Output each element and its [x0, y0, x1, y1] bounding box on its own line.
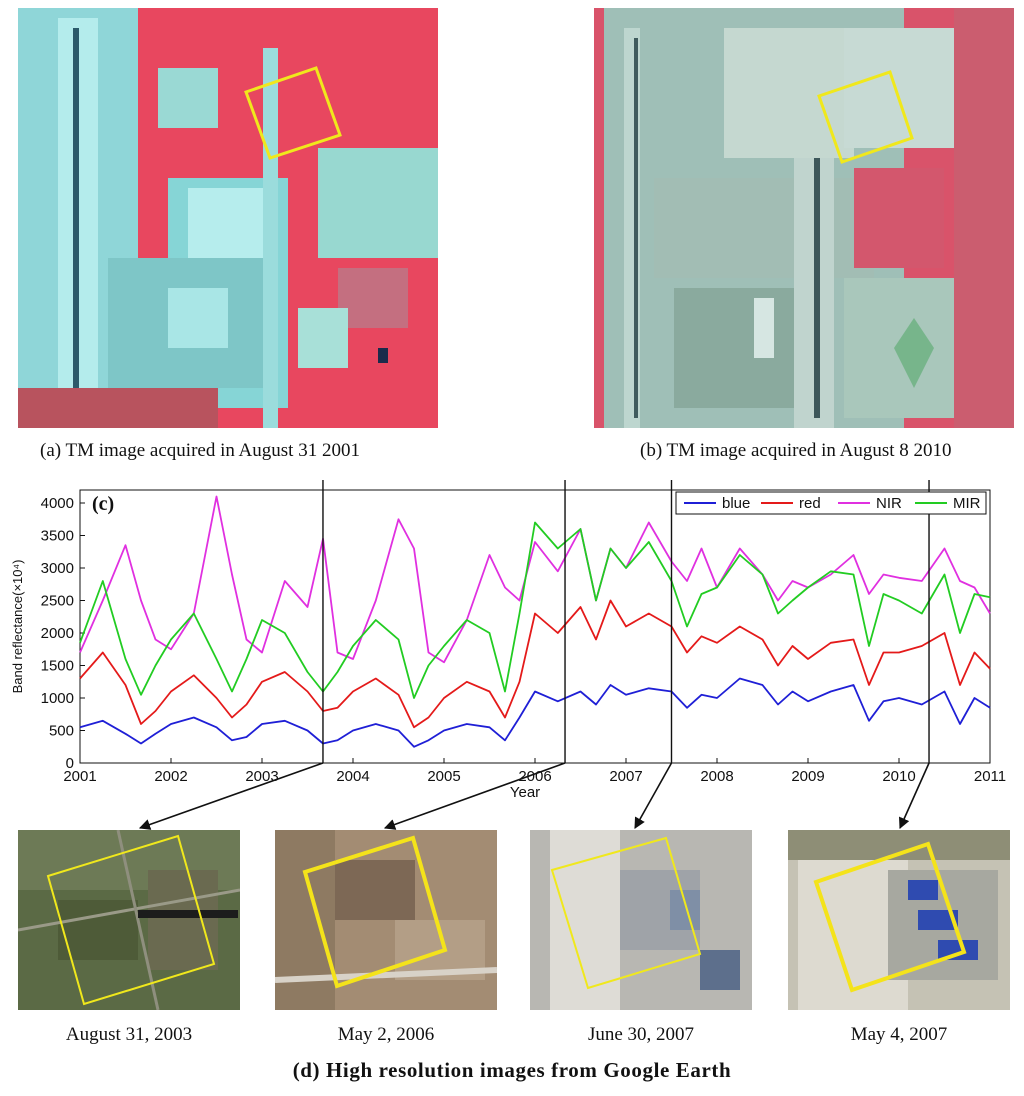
- satellite-image-a: [18, 8, 438, 428]
- event-arrow: [634, 762, 673, 829]
- x-tick-label: 2008: [700, 768, 733, 785]
- y-tick-label: 1500: [41, 658, 74, 675]
- series-line-blue: [79, 677, 991, 748]
- legend-box: [675, 491, 987, 515]
- google-earth-date-3: June 30, 2007: [587, 1024, 695, 1045]
- event-arrow: [138, 762, 324, 830]
- y-tick-label: 2500: [41, 593, 74, 610]
- legend-label-red: red: [799, 495, 821, 512]
- x-axis-label: Year: [510, 784, 540, 801]
- google-earth-image-1: [18, 830, 240, 1010]
- y-tick-label: 4000: [41, 495, 74, 512]
- x-tick-label: 2009: [791, 768, 824, 785]
- event-arrow: [383, 762, 566, 830]
- aerial-photo-2007-may: [788, 830, 1010, 1010]
- series-line-NIR: [79, 495, 991, 664]
- google-earth-date-4: May 4, 2007: [850, 1024, 948, 1045]
- reflectance-chart: 2001 2002 2003 2004 2005 2006 2007 2008 2009 2010…: [10, 480, 1006, 830]
- y-tick-label: 2000: [41, 625, 74, 642]
- aerial-photo-2007-june: [530, 830, 752, 1010]
- legend-label-MIR: MIR: [953, 495, 981, 512]
- google-earth-image-3: [530, 830, 752, 1010]
- aerial-photo-2003: [18, 830, 240, 1010]
- x-tick-label: 2002: [154, 768, 187, 785]
- google-earth-image-4: [788, 830, 1010, 1010]
- y-tick-label: 0: [66, 755, 74, 772]
- x-tick-label: 2011: [974, 768, 1006, 785]
- false-color-image-2010: [594, 8, 1014, 428]
- series-line-MIR: [79, 521, 991, 699]
- x-tick-label: 2006: [518, 768, 551, 785]
- y-tick-label: 1000: [41, 690, 74, 707]
- y-tick-label: 500: [49, 723, 74, 740]
- y-axis-label: Band reflectance(×10⁴): [10, 560, 25, 694]
- x-tick-label: 2007: [609, 768, 642, 785]
- legend-label-NIR: NIR: [876, 495, 902, 512]
- google-earth-date-2: May 2, 2006: [337, 1024, 435, 1045]
- x-tick-label: 2005: [427, 768, 460, 785]
- x-tick-label: 2001: [63, 768, 96, 785]
- x-tick-label: 2003: [245, 768, 278, 785]
- caption-image-b: (b) TM image acquired in August 8 2010: [640, 440, 952, 461]
- series-line-red: [79, 599, 991, 729]
- plot-frame: [79, 489, 991, 764]
- x-tick-label: 2004: [336, 768, 369, 785]
- y-tick-label: 3000: [41, 560, 74, 577]
- google-earth-date-1: August 31, 2003: [65, 1024, 193, 1045]
- legend-label-blue: blue: [722, 495, 750, 512]
- aerial-photo-2006: [275, 830, 497, 1010]
- panel-label-c: (c): [92, 493, 114, 515]
- google-earth-caption: (d) High resolution images from Google E…: [292, 1058, 732, 1082]
- x-tick-label: 2010: [882, 768, 915, 785]
- google-earth-image-2: [275, 830, 497, 1010]
- event-arrow: [898, 762, 930, 830]
- false-color-image-2001: [18, 8, 438, 428]
- caption-image-a: (a) TM image acquired in August 31 2001: [40, 440, 360, 461]
- y-tick-label: 3500: [41, 528, 74, 545]
- satellite-image-b: [594, 8, 1014, 428]
